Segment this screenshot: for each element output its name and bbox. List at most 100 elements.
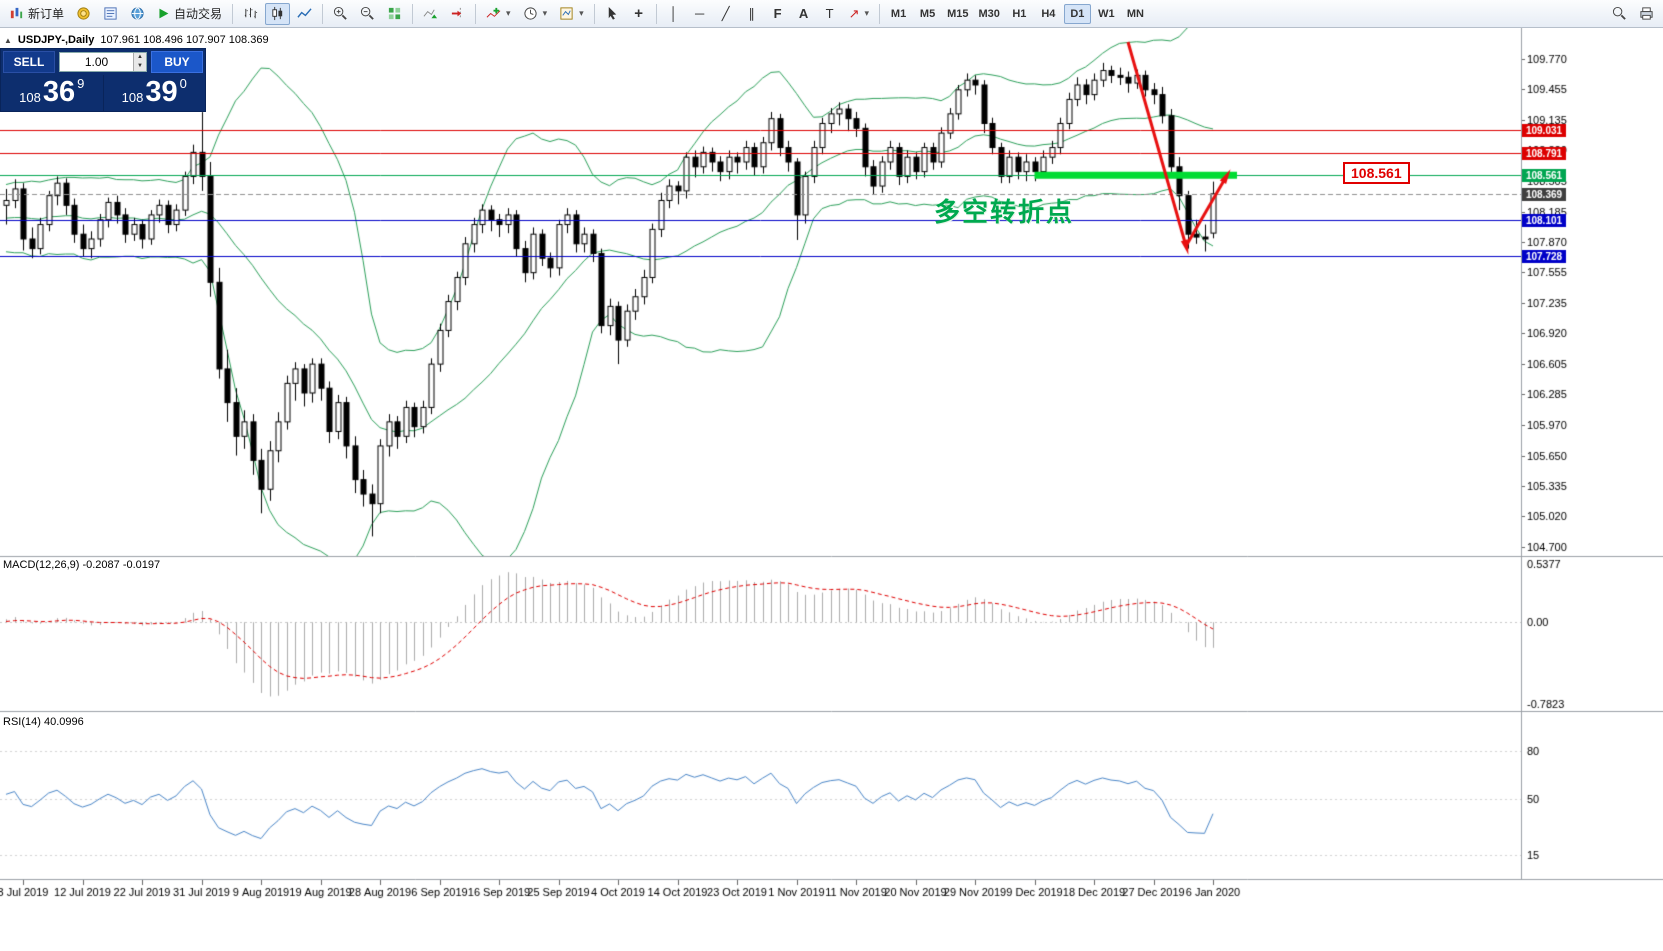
tile-windows-button[interactable] — [382, 3, 407, 25]
data-window-icon — [104, 7, 117, 20]
ohlc-readout: 107.961 108.496 107.907 108.369 — [100, 34, 269, 46]
label-tool-button[interactable]: T — [818, 3, 842, 25]
arrow-tool-icon: ↗ — [848, 6, 860, 21]
sell-price-main: 108 — [19, 89, 41, 105]
tile-windows-icon — [388, 7, 401, 20]
templates-dropdown-icon: ▾ — [579, 8, 584, 18]
trade-panel-controls: SELL 1.00 ▲ ▼ BUY — [1, 49, 205, 75]
buy-price[interactable]: 108 39 0 — [104, 75, 206, 111]
text-tool-button[interactable]: A — [792, 3, 816, 25]
price-divider — [102, 75, 104, 111]
indicators-button[interactable]: ▾ — [481, 3, 516, 25]
crosshair-button[interactable]: + — [627, 3, 651, 25]
search-button[interactable] — [1607, 3, 1632, 25]
trendline-icon: ╱ — [721, 6, 730, 21]
volume-spinner[interactable]: ▲ ▼ — [133, 53, 146, 71]
sell-price-sup: 9 — [77, 76, 85, 91]
sell-price-big: 36 — [42, 76, 76, 108]
timeframe-m15-button[interactable]: M15 — [943, 4, 972, 24]
bar-chart-button[interactable] — [238, 3, 263, 25]
chart-shift-icon — [451, 7, 462, 20]
one-click-trading-panel: SELL 1.00 ▲ ▼ BUY 108 36 9 1 — [0, 48, 206, 112]
volume-value[interactable]: 1.00 — [84, 55, 109, 69]
auto-scroll-button[interactable] — [418, 3, 443, 25]
vertical-line-tool-button[interactable]: │ — [662, 3, 686, 25]
periods-button[interactable]: ▾ — [518, 3, 553, 25]
timeframe-d1-button[interactable]: D1 — [1063, 3, 1091, 24]
channel-icon: ∥ — [748, 6, 755, 21]
toolbar-separator — [232, 3, 234, 24]
buy-price-big: 39 — [145, 76, 178, 108]
macd-indicator-label: MACD(12,26,9) -0.2087 -0.0197 — [3, 559, 161, 571]
one-click-collapse-icon[interactable]: ▲ — [4, 35, 12, 45]
chart-title-bar: ▲ USDJPY-,Daily 107.961 108.496 107.907 … — [4, 34, 269, 46]
candlestick-chart-icon — [272, 6, 283, 21]
trendline-tool-button[interactable]: ╱ — [714, 3, 738, 25]
sell-price[interactable]: 108 36 9 — [1, 75, 103, 111]
market-watch-icon — [77, 7, 90, 20]
cursor-icon — [608, 6, 616, 20]
label-tool-icon: T — [825, 6, 834, 21]
cursor-button[interactable] — [600, 3, 625, 25]
horizontal-line-tool-button[interactable]: ─ — [688, 3, 712, 25]
timeframe-h1-button[interactable]: H1 — [1006, 4, 1033, 24]
new-order-button[interactable]: 新订单 — [4, 3, 69, 25]
zoom-in-button[interactable] — [328, 3, 353, 25]
timeframe-m30-button[interactable]: M30 — [974, 4, 1003, 24]
toolbar: 新订单 自动交易 — [0, 0, 1663, 28]
fibonacci-tool-button[interactable]: F — [766, 3, 790, 25]
trade-panel-prices: 108 36 9 108 39 0 — [1, 75, 205, 111]
data-window-button[interactable] — [98, 3, 123, 25]
templates-button[interactable]: ▾ — [554, 3, 589, 25]
toolbar-separator — [475, 3, 477, 24]
timeframe-w1-button[interactable]: W1 — [1093, 4, 1120, 24]
timeframe-h4-button[interactable]: H4 — [1035, 4, 1062, 24]
indicators-dropdown-icon: ▾ — [506, 8, 511, 18]
auto-scroll-icon — [423, 9, 438, 19]
toolbar-separator — [322, 3, 324, 24]
channel-tool-button[interactable]: ∥ — [740, 3, 764, 25]
indicators-icon — [486, 7, 501, 18]
volume-up-icon[interactable]: ▲ — [134, 53, 146, 62]
navigator-button[interactable] — [125, 3, 150, 25]
autotrading-button[interactable]: 自动交易 — [152, 3, 227, 25]
new-order-label: 新订单 — [28, 7, 65, 21]
periods-dropdown-icon: ▾ — [542, 8, 548, 18]
vertical-line-icon: │ — [669, 6, 678, 21]
price-chart-canvas[interactable] — [0, 28, 1663, 951]
zoom-out-button[interactable] — [355, 3, 380, 25]
arrows-tool-button[interactable]: ↗ ▾ — [844, 3, 874, 25]
zoom-out-icon — [360, 6, 374, 20]
buy-button[interactable]: BUY — [151, 51, 203, 73]
periods-clock-icon — [523, 7, 537, 20]
buy-price-sup: 0 — [179, 76, 187, 91]
print-button[interactable] — [1634, 3, 1659, 25]
line-chart-button[interactable] — [292, 3, 317, 25]
bar-chart-icon — [244, 7, 258, 19]
timeframe-mn-button[interactable]: MN — [1122, 4, 1149, 24]
chart-shift-button[interactable] — [445, 3, 470, 25]
market-watch-button[interactable] — [71, 3, 96, 25]
templates-icon — [560, 7, 573, 20]
candlestick-chart-button[interactable] — [265, 2, 291, 25]
horizontal-line-icon: ─ — [695, 6, 705, 21]
crosshair-icon: + — [634, 5, 643, 22]
text-tool-icon: A — [798, 6, 809, 21]
timeframe-m1-button[interactable]: M1 — [885, 4, 912, 24]
sell-button[interactable]: SELL — [3, 51, 55, 73]
turning-point-annotation[interactable]: 多空转折点 — [934, 197, 1075, 227]
timeframe-m5-button[interactable]: M5 — [914, 4, 941, 24]
search-icon — [1612, 6, 1626, 20]
line-chart-icon — [297, 8, 312, 18]
chart-area: ▲ USDJPY-,Daily 107.961 108.496 107.907 … — [0, 28, 1663, 951]
fibonacci-icon: F — [773, 6, 782, 21]
volume-down-icon[interactable]: ▼ — [134, 62, 146, 71]
toolbar-separator — [593, 3, 595, 24]
autotrading-label: 自动交易 — [174, 7, 223, 21]
toolbar-separator — [412, 3, 414, 24]
price-flag-label[interactable]: 108.561 — [1343, 162, 1410, 184]
toolbar-separator — [655, 3, 657, 24]
zoom-in-icon — [333, 6, 347, 20]
volume-input[interactable]: 1.00 ▲ ▼ — [59, 52, 147, 72]
